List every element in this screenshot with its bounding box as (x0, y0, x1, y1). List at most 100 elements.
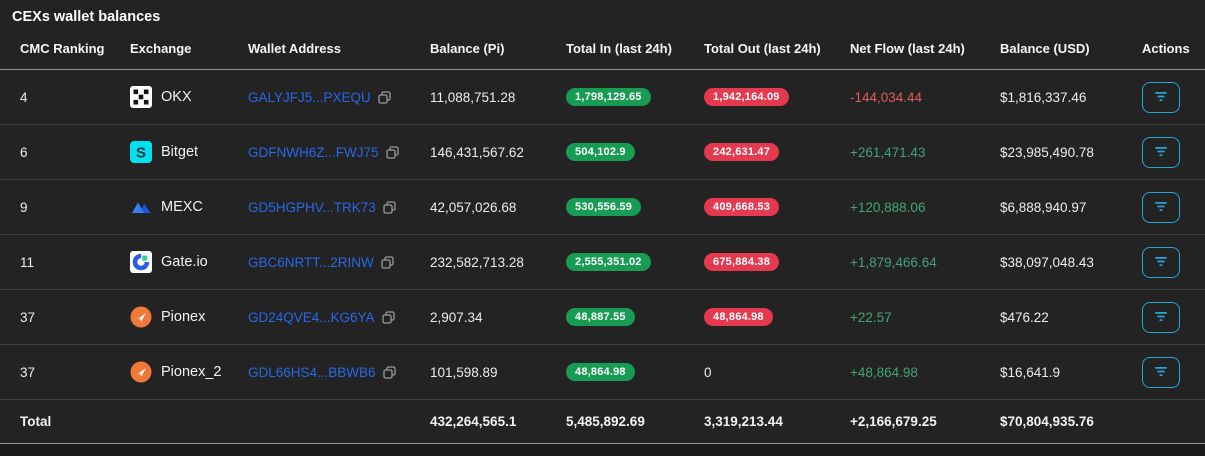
total-net-flow: +2,166,679.25 (850, 414, 937, 429)
net-flow-cell: -144,034.44 (850, 89, 923, 105)
balance-pi-cell: 11,088,751.28 (430, 89, 516, 105)
exchange-name: Pionex_2 (161, 364, 222, 380)
wallet-address-link[interactable]: GALYJFJ5...PXEQU (248, 89, 371, 105)
row-actions-button[interactable] (1142, 136, 1180, 168)
balance-pi-cell: 101,598.89 (430, 364, 498, 380)
wallet-address-link[interactable]: GBC6NRTT...2RINW (248, 254, 374, 270)
total-out-cell: 675,884.38 (684, 253, 830, 271)
mexc-logo (130, 196, 152, 218)
exchange-cell: Gate.io (110, 251, 228, 273)
exchange-cell: MEXC (110, 196, 228, 218)
total-out-sum: 3,319,213.44 (704, 414, 783, 429)
actions-cell (1122, 356, 1205, 388)
balance-pi-cell: 42,057,026.68 (430, 199, 517, 215)
filter-icon (1154, 90, 1168, 105)
net-flow-cell: +1,879,466.64 (850, 254, 937, 270)
pionex-logo (130, 361, 152, 383)
table-row: 4 OKX GALYJFJ5...PXEQU 11,088,751.28 1,7… (0, 70, 1205, 125)
total-in-badge: 504,102.9 (566, 143, 635, 161)
filter-icon (1154, 200, 1168, 215)
exchange-cell: S Bitget (110, 141, 228, 163)
total-in-cell: 48,864.98 (546, 363, 684, 381)
col-balance-usd: Balance (USD) (1000, 41, 1090, 56)
balance-usd-cell: $16,641.9 (1000, 364, 1061, 380)
total-out-cell: 48,864.98 (684, 308, 830, 326)
net-flow-cell: +261,471.43 (850, 144, 926, 160)
total-in-badge: 48,864.98 (566, 363, 635, 381)
exchange-cell: OKX (110, 86, 228, 108)
copy-icon[interactable] (378, 90, 391, 104)
row-actions-button[interactable] (1142, 301, 1180, 333)
total-in-badge: 48,887.55 (566, 308, 635, 326)
row-actions-button[interactable] (1142, 356, 1180, 388)
table-row: 37 Pionex GD24QVE4...KG6YA 2,907.34 48,8… (0, 290, 1205, 345)
col-exchange: Exchange (130, 41, 192, 56)
wallet-address-cell: GDL66HS4...BBWB6 (228, 365, 410, 380)
col-total-out: Total Out (last 24h) (704, 41, 821, 56)
exchange-cell: Pionex_2 (110, 361, 228, 383)
filter-icon (1154, 255, 1168, 270)
total-out-cell: 409,668.53 (684, 198, 830, 216)
total-out-cell: 1,942,164.09 (684, 88, 830, 106)
col-wallet-address: Wallet Address (248, 41, 341, 56)
cex-balances-table: CMC Ranking Exchange Wallet Address Bala… (0, 28, 1205, 444)
wallet-address-link[interactable]: GDFNWH6Z...FWJ75 (248, 144, 379, 160)
wallet-address-link[interactable]: GD5HGPHV...TRK73 (248, 199, 376, 215)
wallet-address-link[interactable]: GDL66HS4...BBWB6 (248, 364, 376, 380)
copy-icon[interactable] (383, 200, 396, 214)
col-cmc-ranking: CMC Ranking (20, 41, 105, 56)
copy-icon[interactable] (382, 365, 396, 379)
total-in-badge: 1,798,129.65 (566, 88, 651, 106)
net-flow-cell: +48,864.98 (850, 364, 918, 380)
cmc-ranking-cell: 37 (20, 309, 36, 325)
total-in-cell: 530,556.59 (546, 198, 684, 216)
cmc-ranking-cell: 6 (20, 144, 28, 160)
total-balance-pi: 432,264,565.1 (430, 414, 517, 429)
wallet-address-cell: GDFNWH6Z...FWJ75 (228, 145, 410, 160)
total-out-badge: 242,631.47 (704, 143, 780, 161)
total-label: Total (20, 414, 52, 429)
total-out-badge: 409,668.53 (704, 198, 780, 216)
exchange-name: MEXC (161, 199, 203, 215)
actions-cell (1122, 301, 1205, 333)
bitget-logo: S (130, 141, 152, 163)
okx-logo (130, 86, 152, 108)
row-actions-button[interactable] (1142, 81, 1180, 113)
col-actions: Actions (1142, 41, 1190, 56)
total-in-badge: 2,555,351.02 (566, 253, 651, 271)
exchange-cell: Pionex (110, 306, 228, 328)
table-row: 6 S Bitget GDFNWH6Z...FWJ75 146,431,567.… (0, 125, 1205, 180)
wallet-address-cell: GD5HGPHV...TRK73 (228, 200, 410, 215)
balance-usd-cell: $1,816,337.46 (1000, 89, 1087, 105)
actions-cell (1122, 191, 1205, 223)
exchange-name: OKX (161, 89, 192, 105)
actions-cell (1122, 81, 1205, 113)
bottom-strip (0, 444, 1205, 456)
cmc-ranking-cell: 37 (20, 364, 36, 380)
table-header: CMC Ranking Exchange Wallet Address Bala… (0, 28, 1205, 70)
table-row: 11 Gate.io GBC6NRTT...2RINW 232,582,713.… (0, 235, 1205, 290)
balance-pi-cell: 2,907.34 (430, 309, 483, 325)
col-balance-pi: Balance (Pi) (430, 41, 505, 56)
gateio-logo (130, 251, 152, 273)
exchange-name: Pionex (161, 309, 206, 325)
table-row: 9 MEXC GD5HGPHV...TRK73 42,057,026.68 53… (0, 180, 1205, 235)
total-out-badge: 675,884.38 (704, 253, 780, 271)
table-row: 37 Pionex_2 GDL66HS4...BBWB6 101,598.89 … (0, 345, 1205, 400)
net-flow-cell: +120,888.06 (850, 199, 926, 215)
cmc-ranking-cell: 11 (20, 254, 35, 270)
row-actions-button[interactable] (1142, 246, 1180, 278)
filter-icon (1154, 145, 1168, 160)
page-title: CEXs wallet balances (12, 9, 161, 25)
total-out-badge: 48,864.98 (704, 308, 773, 326)
total-out-cell: 0 (704, 364, 712, 380)
copy-icon[interactable] (381, 310, 395, 324)
copy-icon[interactable] (381, 255, 394, 269)
balance-usd-cell: $476.22 (1000, 309, 1049, 325)
copy-icon[interactable] (385, 145, 399, 159)
col-total-in: Total In (last 24h) (566, 41, 672, 56)
wallet-address-link[interactable]: GD24QVE4...KG6YA (248, 309, 375, 325)
row-actions-button[interactable] (1142, 191, 1180, 223)
wallet-address-cell: GALYJFJ5...PXEQU (228, 90, 410, 105)
table-total-row: Total 432,264,565.1 5,485,892.69 3,319,2… (0, 400, 1205, 444)
